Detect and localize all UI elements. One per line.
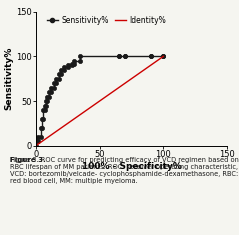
Sensitivity% xyxy=(70,62,73,65)
Sensitivity% xyxy=(124,55,126,58)
Sensitivity% xyxy=(39,126,42,129)
Sensitivity% xyxy=(46,100,49,102)
Sensitivity% xyxy=(62,68,65,71)
Sensitivity% xyxy=(60,68,63,71)
Sensitivity% xyxy=(34,140,37,143)
Sensitivity% xyxy=(52,86,55,89)
Sensitivity% xyxy=(117,55,120,58)
Sensitivity% xyxy=(42,118,45,120)
Sensitivity% xyxy=(47,95,50,98)
Text: Figure 3. ROC curve for predicting efficacy of VCD regimen based on RBC lifespan: Figure 3. ROC curve for predicting effic… xyxy=(10,157,238,192)
Sensitivity% xyxy=(55,82,58,85)
Sensitivity% xyxy=(70,64,73,67)
Sensitivity% xyxy=(41,118,44,120)
X-axis label: 100% - Specificity%: 100% - Specificity% xyxy=(81,162,181,171)
Sensitivity% xyxy=(43,104,46,107)
Sensitivity% xyxy=(162,55,165,58)
Sensitivity% xyxy=(50,91,53,94)
Sensitivity% xyxy=(46,95,49,98)
Line: Identity%: Identity% xyxy=(36,56,163,146)
Sensitivity% xyxy=(37,140,40,143)
Sensitivity% xyxy=(162,55,165,58)
Sensitivity% xyxy=(79,55,82,58)
Sensitivity% xyxy=(57,77,60,80)
Sensitivity% xyxy=(41,126,44,129)
Sensitivity% xyxy=(124,55,126,58)
Line: Sensitivity%: Sensitivity% xyxy=(34,54,165,148)
Sensitivity% xyxy=(55,77,58,80)
Sensitivity% xyxy=(50,86,53,89)
Sensitivity% xyxy=(57,73,60,76)
Sensitivity% xyxy=(73,59,76,62)
Text: Figure 3.: Figure 3. xyxy=(10,157,45,164)
Text: Figure 3. ROC curve for predicting efficacy of VCD regimen based on RBC lifespan: Figure 3. ROC curve for predicting effic… xyxy=(10,157,239,184)
Sensitivity% xyxy=(73,62,76,65)
Sensitivity% xyxy=(52,82,55,85)
Sensitivity% xyxy=(66,66,69,69)
Sensitivity% xyxy=(60,73,63,76)
Sensitivity% xyxy=(45,104,48,107)
Identity% xyxy=(162,55,165,58)
Sensitivity% xyxy=(62,66,65,69)
Sensitivity% xyxy=(47,91,50,94)
Sensitivity% xyxy=(43,109,46,111)
Sensitivity% xyxy=(149,55,152,58)
Sensitivity% xyxy=(42,109,45,111)
Sensitivity% xyxy=(149,55,152,58)
Legend: Sensitivity%, Identity%: Sensitivity%, Identity% xyxy=(43,13,169,28)
Sensitivity% xyxy=(37,135,40,138)
Sensitivity% xyxy=(39,135,42,138)
Sensitivity% xyxy=(79,59,82,62)
Sensitivity% xyxy=(34,144,37,147)
Sensitivity% xyxy=(117,55,120,58)
Sensitivity% xyxy=(45,100,48,102)
Sensitivity% xyxy=(66,64,69,67)
Identity% xyxy=(34,144,37,147)
Y-axis label: Sensitivity%: Sensitivity% xyxy=(4,47,13,110)
